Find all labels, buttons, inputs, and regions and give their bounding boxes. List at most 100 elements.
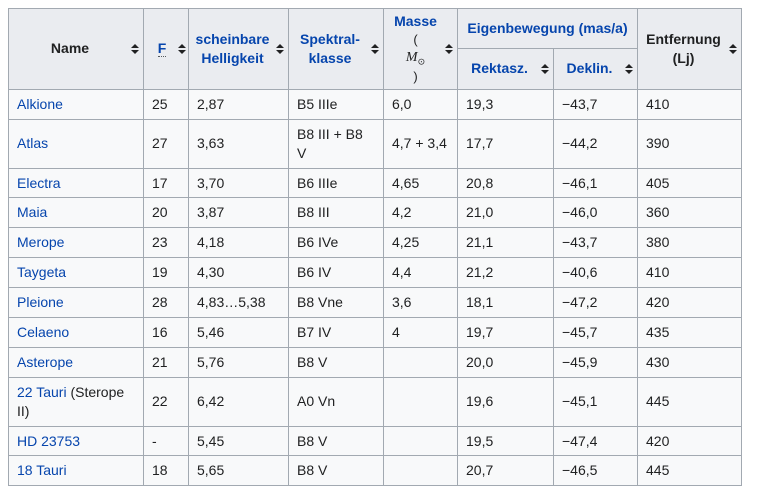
cell-distance: 390	[637, 118, 742, 169]
cell-flamsteed: 21	[143, 346, 189, 378]
cell-magnitude: 4,83…5,38	[188, 287, 289, 318]
cell-mass	[383, 425, 458, 457]
cell-spectral: B8 V	[288, 455, 384, 486]
distance-label: Entfernung (Lj)	[646, 31, 721, 66]
cell-dec: −46,1	[553, 167, 638, 199]
dec-link[interactable]: Deklin.	[566, 60, 613, 77]
star-link[interactable]: Atlas	[17, 135, 49, 152]
cell-name: 22 Tauri (Sterope II)	[8, 376, 144, 427]
cell-spectral: B8 III	[288, 197, 384, 229]
cell-dec: −43,7	[553, 227, 638, 259]
stars-table-container: Name F scheinbare Helligkeit Spektral-kla…	[8, 8, 775, 486]
star-link[interactable]: Celaeno	[17, 324, 70, 340]
star-link[interactable]: HD 23753	[17, 432, 81, 449]
cell-distance: 380	[637, 227, 742, 259]
cell-flamsteed: 16	[143, 317, 189, 348]
cell-spectral: B8 III + B8 V	[288, 118, 384, 169]
cell-flamsteed: 17	[143, 167, 189, 199]
col-header-magnitude[interactable]: scheinbare Helligkeit	[188, 8, 289, 90]
proper-motion-link[interactable]: Eigenbewegung (mas/a)	[467, 19, 628, 36]
cell-flamsteed: 25	[143, 88, 189, 120]
col-header-flamsteed[interactable]: F	[143, 8, 189, 90]
cell-ra: 19,7	[457, 317, 554, 348]
cell-name: Alkione	[8, 88, 144, 120]
col-header-spectral[interactable]: Spektral-klasse	[288, 8, 384, 90]
table-row: Merope 23 4,18 B6 IVe 4,25 21,1 −43,7 38…	[8, 227, 742, 259]
sort-icon[interactable]	[178, 43, 186, 54]
cell-magnitude: 5,46	[188, 317, 289, 348]
cell-distance: 435	[637, 317, 742, 348]
cell-flamsteed: 20	[143, 197, 189, 229]
star-link[interactable]: 18 Tauri	[17, 462, 67, 479]
cell-flamsteed: 18	[143, 455, 189, 486]
cell-flamsteed: 23	[143, 227, 189, 259]
cell-dec: −46,5	[553, 455, 638, 486]
cell-spectral: B7 IV	[288, 317, 384, 348]
cell-magnitude: 4,30	[188, 257, 289, 289]
cell-spectral: B5 IIIe	[288, 88, 384, 120]
pleiades-stars-table: Name F scheinbare Helligkeit Spektral-kla…	[8, 8, 742, 486]
cell-mass: 4,65	[383, 167, 458, 199]
col-header-mass[interactable]: Masse (M⊙)	[383, 8, 458, 90]
sort-icon[interactable]	[445, 43, 453, 54]
cell-name: Celaeno	[8, 317, 144, 348]
cell-name: Merope	[8, 227, 144, 259]
sort-icon[interactable]	[276, 43, 284, 54]
cell-mass: 4,2	[383, 197, 458, 229]
star-link[interactable]: Pleione	[17, 294, 64, 311]
cell-ra: 21,1	[457, 227, 554, 259]
table-row: Asterope 21 5,76 B8 V 20,0 −45,9 430	[8, 346, 742, 378]
cell-distance: 445	[637, 455, 742, 486]
cell-name: Taygeta	[8, 257, 144, 289]
cell-dec: −45,1	[553, 376, 638, 427]
cell-mass: 4,25	[383, 227, 458, 259]
cell-mass: 4,4	[383, 257, 458, 289]
col-header-dec[interactable]: Deklin.	[553, 47, 638, 90]
sort-icon[interactable]	[625, 63, 633, 74]
sort-icon[interactable]	[541, 63, 549, 74]
col-header-distance[interactable]: Entfernung (Lj)	[637, 8, 742, 90]
spectral-label-line2: klasse	[308, 49, 352, 66]
cell-ra: 20,8	[457, 167, 554, 199]
table-row: Electra 17 3,70 B6 IIIe 4,65 20,8 −46,1 …	[8, 167, 742, 199]
cell-name: Atlas	[8, 118, 144, 169]
star-link[interactable]: Asterope	[17, 353, 74, 370]
col-header-name[interactable]: Name	[8, 8, 144, 90]
cell-magnitude: 3,63	[188, 118, 289, 169]
cell-dec: −47,4	[553, 425, 638, 457]
cell-dec: −45,7	[553, 317, 638, 348]
table-row: Taygeta 19 4,30 B6 IV 4,4 21,2 −40,6 410	[8, 257, 742, 289]
magnitude-link[interactable]: scheinbare Helligkeit	[195, 30, 270, 68]
star-link[interactable]: 22 Tauri	[17, 383, 67, 400]
table-row: Maia 20 3,87 B8 III 4,2 21,0 −46,0 360	[8, 197, 742, 229]
cell-dec: −47,2	[553, 287, 638, 318]
cell-distance: 420	[637, 287, 742, 318]
cell-flamsteed: 19	[143, 257, 189, 289]
cell-distance: 445	[637, 376, 742, 427]
col-header-ra[interactable]: Rektasz.	[457, 47, 554, 90]
cell-flamsteed: -	[143, 425, 189, 457]
cell-magnitude: 5,65	[188, 455, 289, 486]
table-row: 18 Tauri 18 5,65 B8 V 20,7 −46,5 445	[8, 455, 742, 486]
mass-link[interactable]: Masse	[394, 13, 437, 29]
star-link[interactable]: Maia	[17, 204, 48, 221]
cell-spectral: B6 IIIe	[288, 167, 384, 199]
cell-name: 18 Tauri	[8, 455, 144, 486]
star-link[interactable]: Electra	[17, 174, 61, 191]
cell-ra: 19,3	[457, 88, 554, 120]
ra-link[interactable]: Rektasz.	[471, 60, 528, 77]
sort-icon[interactable]	[131, 43, 139, 54]
spectral-class-link[interactable]: Spektral-klasse	[295, 30, 365, 68]
cell-name: Electra	[8, 167, 144, 199]
cell-flamsteed: 27	[143, 118, 189, 169]
flamsteed-link[interactable]: F	[157, 40, 167, 58]
star-suffix: (Sterope II)	[17, 383, 125, 419]
star-link[interactable]: Merope	[17, 234, 65, 251]
star-link[interactable]: Alkione	[17, 95, 63, 112]
cell-distance: 360	[637, 197, 742, 229]
sort-icon[interactable]	[729, 43, 737, 54]
table-row: Celaeno 16 5,46 B7 IV 4 19,7 −45,7 435	[8, 317, 742, 348]
sort-icon[interactable]	[371, 43, 379, 54]
cell-distance: 405	[637, 167, 742, 199]
star-link[interactable]: Taygeta	[17, 264, 67, 281]
